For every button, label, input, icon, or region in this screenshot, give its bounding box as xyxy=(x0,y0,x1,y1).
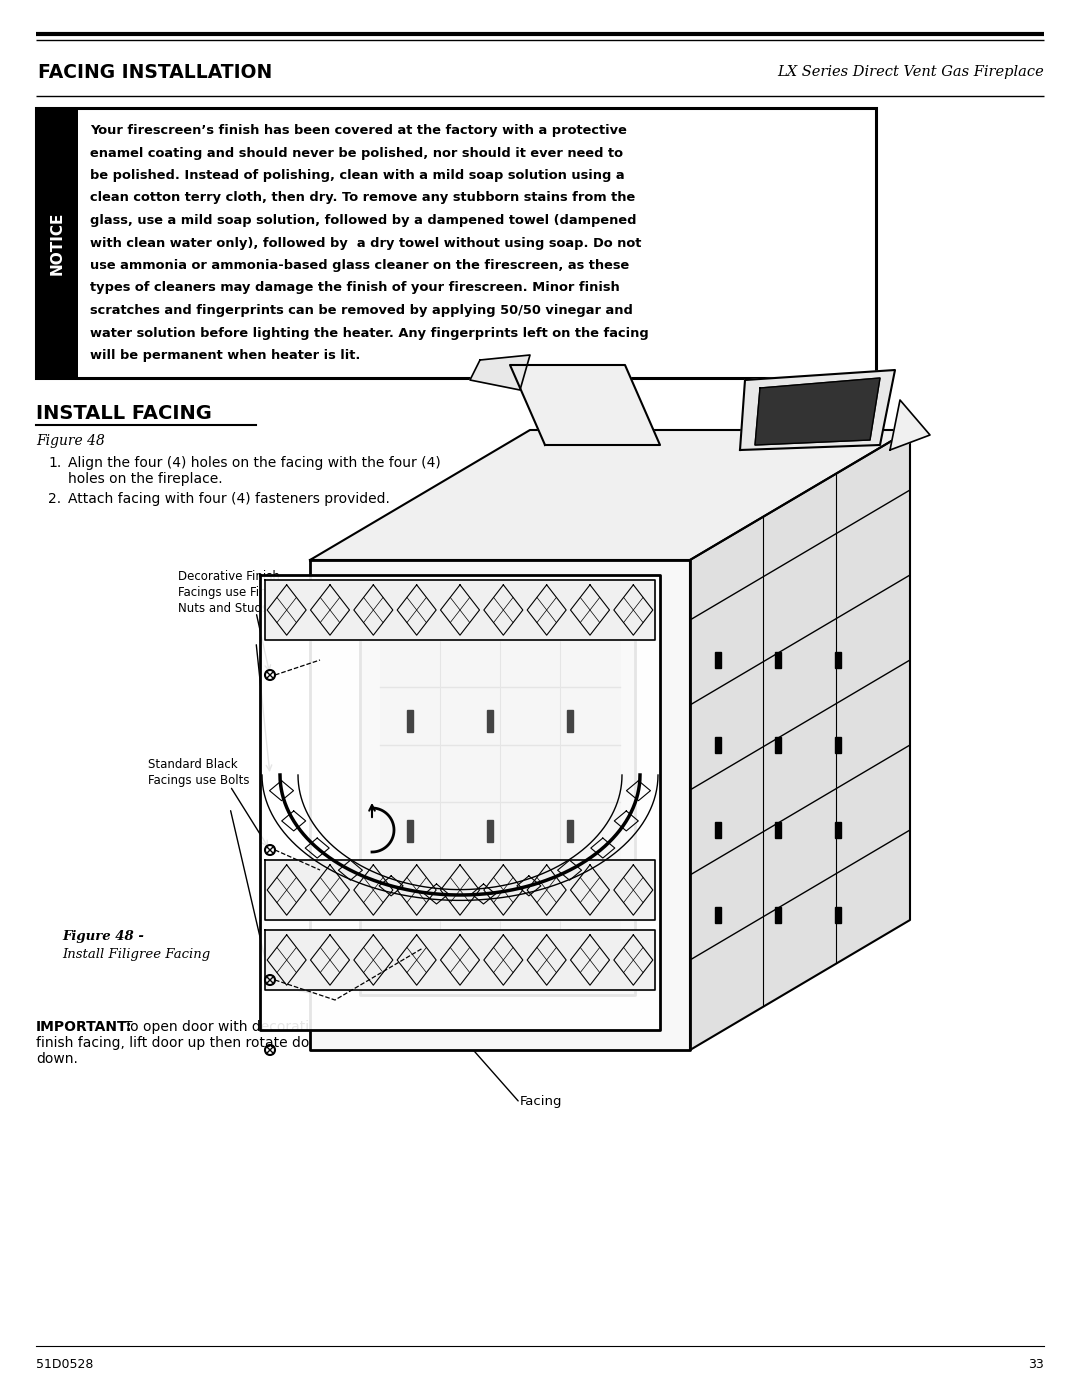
Polygon shape xyxy=(260,576,660,1030)
Bar xyxy=(775,652,781,668)
Bar xyxy=(380,630,620,975)
Polygon shape xyxy=(740,370,895,450)
Bar xyxy=(567,820,573,842)
Text: 51D0528: 51D0528 xyxy=(36,1358,93,1370)
Text: 33: 33 xyxy=(1028,1358,1044,1370)
Text: Standard Black
Facings use Bolts: Standard Black Facings use Bolts xyxy=(148,759,249,787)
Text: NOTICE: NOTICE xyxy=(50,211,65,275)
Text: finish facing, lift door up then rotate door: finish facing, lift door up then rotate … xyxy=(36,1037,324,1051)
Text: IMPORTANT:: IMPORTANT: xyxy=(36,1020,133,1034)
Bar xyxy=(36,108,78,379)
Polygon shape xyxy=(690,430,910,1051)
Bar xyxy=(265,861,654,921)
Text: enamel coating and should never be polished, nor should it ever need to: enamel coating and should never be polis… xyxy=(90,147,623,159)
Bar xyxy=(775,738,781,753)
Bar xyxy=(835,907,841,923)
Text: Align the four (4) holes on the facing with the four (4): Align the four (4) holes on the facing w… xyxy=(68,455,441,469)
Bar xyxy=(407,930,413,951)
Text: use ammonia or ammonia-based glass cleaner on the firescreen, as these: use ammonia or ammonia-based glass clean… xyxy=(90,258,630,272)
Bar xyxy=(265,580,654,640)
Text: Install Filigree Facing: Install Filigree Facing xyxy=(62,949,211,961)
Bar xyxy=(36,108,876,379)
Bar xyxy=(487,930,492,951)
Text: be polished. Instead of polishing, clean with a mild soap solution using a: be polished. Instead of polishing, clean… xyxy=(90,169,624,182)
Bar xyxy=(715,738,721,753)
Bar xyxy=(835,821,841,838)
Bar xyxy=(715,652,721,668)
Text: Decorative Finish
Facings use Finale
Nuts and Studs: Decorative Finish Facings use Finale Nut… xyxy=(178,570,284,615)
Bar xyxy=(715,907,721,923)
Text: FP2720: FP2720 xyxy=(866,905,905,915)
Bar xyxy=(567,710,573,732)
Bar xyxy=(835,738,841,753)
Bar xyxy=(265,930,654,990)
Bar xyxy=(360,615,635,995)
Bar xyxy=(487,710,492,732)
Text: INSTALL FACING: INSTALL FACING xyxy=(36,404,212,423)
Text: To open door with decorative: To open door with decorative xyxy=(124,1020,326,1034)
Text: glass, use a mild soap solution, followed by a dampened towel (dampened: glass, use a mild soap solution, followe… xyxy=(90,214,636,226)
Text: FACING INSTALLATION: FACING INSTALLATION xyxy=(38,63,272,81)
Text: will be permanent when heater is lit.: will be permanent when heater is lit. xyxy=(90,349,361,362)
Text: with clean water only), followed by  a dry towel without using soap. Do not: with clean water only), followed by a dr… xyxy=(90,236,642,250)
Polygon shape xyxy=(510,365,660,446)
Text: clean cotton terry cloth, then dry. To remove any stubborn stains from the: clean cotton terry cloth, then dry. To r… xyxy=(90,191,635,204)
Bar xyxy=(407,820,413,842)
Bar xyxy=(835,652,841,668)
Text: Facing: Facing xyxy=(519,1095,563,1108)
Bar xyxy=(775,821,781,838)
Polygon shape xyxy=(310,560,690,1051)
Bar xyxy=(407,710,413,732)
Polygon shape xyxy=(470,355,530,390)
Polygon shape xyxy=(310,430,910,560)
Text: 2.: 2. xyxy=(48,492,62,506)
Text: scratches and fingerprints can be removed by applying 50/50 vinegar and: scratches and fingerprints can be remove… xyxy=(90,305,633,317)
Text: LX Series Direct Vent Gas Fireplace: LX Series Direct Vent Gas Fireplace xyxy=(778,66,1044,80)
Text: 1.: 1. xyxy=(48,455,62,469)
Text: down.: down. xyxy=(36,1052,78,1066)
Text: water solution before lighting the heater. Any fingerprints left on the facing: water solution before lighting the heate… xyxy=(90,327,649,339)
Polygon shape xyxy=(755,379,880,446)
Text: Attach facing with four (4) fasteners provided.: Attach facing with four (4) fasteners pr… xyxy=(68,492,390,506)
Bar xyxy=(487,820,492,842)
Bar xyxy=(567,930,573,951)
Bar xyxy=(775,907,781,923)
Text: types of cleaners may damage the finish of your firescreen. Minor finish: types of cleaners may damage the finish … xyxy=(90,282,620,295)
Text: Bolts: Bolts xyxy=(480,1020,513,1032)
Text: holes on the fireplace.: holes on the fireplace. xyxy=(68,472,222,486)
Text: Figure 48 -: Figure 48 - xyxy=(62,930,144,943)
Polygon shape xyxy=(890,400,930,450)
Text: Your firescreen’s finish has been covered at the factory with a protective: Your firescreen’s finish has been covere… xyxy=(90,124,626,137)
Text: Figure 48: Figure 48 xyxy=(36,434,105,448)
Bar xyxy=(715,821,721,838)
